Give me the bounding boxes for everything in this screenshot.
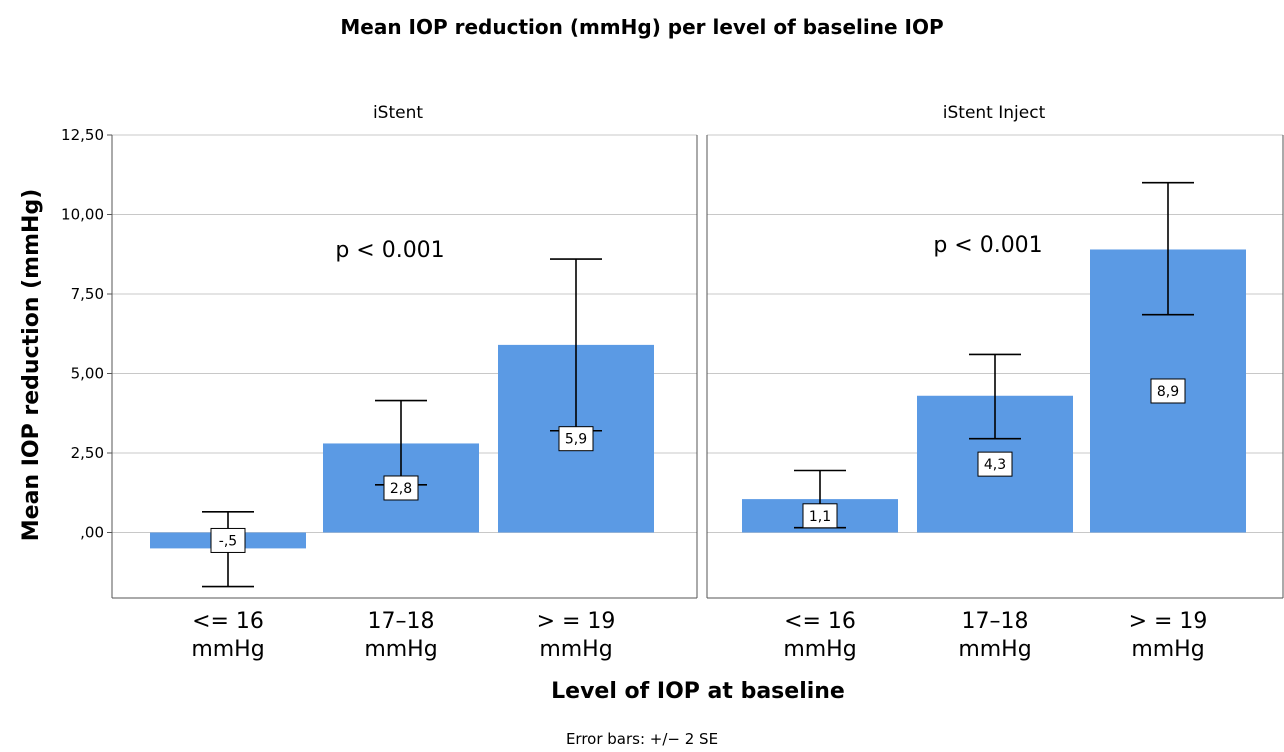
x-tick-label: 17–18: [368, 609, 435, 634]
data-label-box: [802, 503, 838, 529]
facet-label-istent-inject: iStent Inject: [943, 103, 1046, 123]
data-label: -,5: [219, 533, 237, 549]
data-label: 8,9: [1157, 384, 1179, 400]
x-tick-label: mmHg: [191, 637, 264, 662]
data-label: 5,9: [565, 432, 587, 448]
data-label-box: [383, 475, 419, 501]
y-tick-label: 2,50: [71, 444, 104, 462]
x-tick-label: <= 16: [784, 609, 856, 634]
footnote: Error bars: +/− 2 SE: [566, 730, 718, 748]
data-label: 2,8: [390, 481, 412, 497]
data-label-box: [977, 451, 1013, 477]
data-label: 4,3: [984, 457, 1006, 473]
x-tick-label: mmHg: [1131, 637, 1204, 662]
chart-title: Mean IOP reduction (mmHg) per level of b…: [340, 15, 943, 39]
plot-layer: ,00 2,50 5,00 7,50 10,00 12,50 iStent p < 0.001…: [61, 103, 1284, 662]
x-tick-label: mmHg: [783, 637, 856, 662]
y-axis-title: Mean IOP reduction (mmHg): [19, 189, 44, 541]
x-tick-label: > = 19: [537, 609, 616, 634]
x-tick-label: <= 16: [192, 609, 264, 634]
y-tick-label: 12,50: [61, 126, 104, 144]
x-tick-label: mmHg: [539, 637, 612, 662]
data-label-box: [558, 426, 594, 452]
data-label: 1,1: [809, 509, 831, 525]
x-tick-label: mmHg: [364, 637, 437, 662]
x-tick-label: > = 19: [1129, 609, 1208, 634]
data-label-box: [1150, 378, 1186, 404]
x-tick-label: mmHg: [958, 637, 1031, 662]
facet-label-istent: iStent: [373, 103, 423, 123]
p-value-annotation: p < 0.001: [335, 238, 444, 263]
x-tick-label: 17–18: [962, 609, 1029, 634]
y-tick-label: 10,00: [61, 206, 104, 224]
y-tick-label: 7,50: [71, 285, 104, 303]
p-value-annotation: p < 0.001: [933, 233, 1042, 258]
data-label-box: [210, 527, 246, 553]
y-tick-label: ,00: [80, 524, 104, 542]
y-tick-label: 5,00: [71, 365, 104, 383]
x-axis-title: Level of IOP at baseline: [551, 679, 845, 704]
